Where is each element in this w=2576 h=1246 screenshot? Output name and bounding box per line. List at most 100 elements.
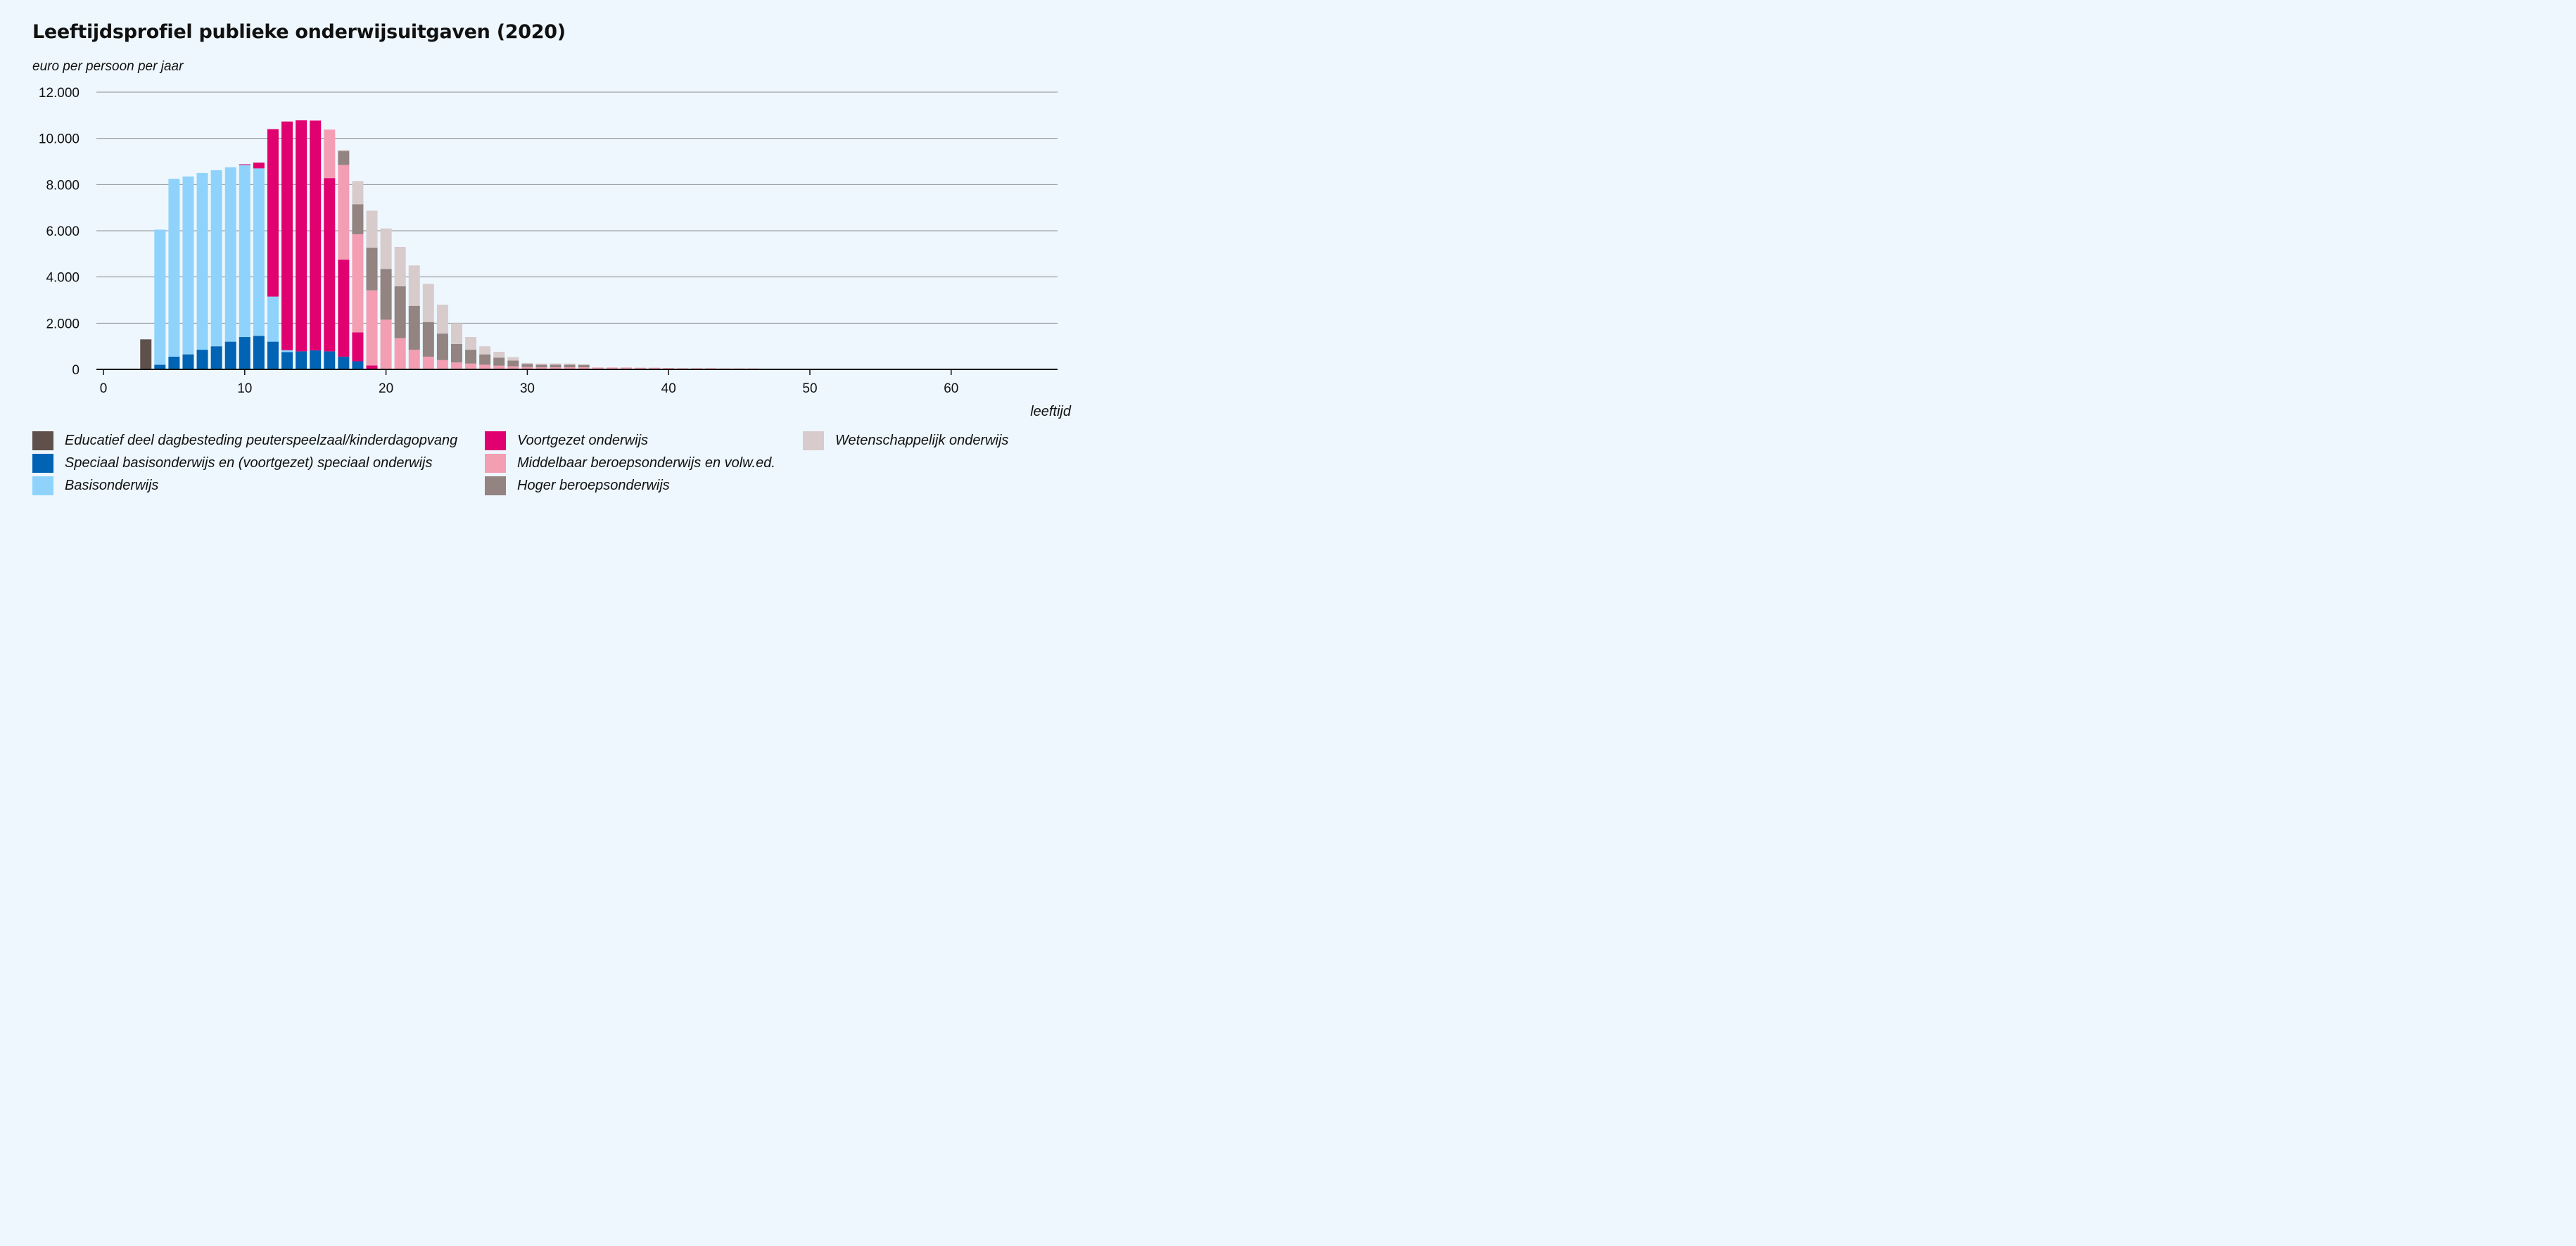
bar-segment [408,305,420,350]
bar-segment [550,367,561,369]
bar-segment [436,360,448,369]
bar-segment [338,165,350,260]
bar-segment [224,341,236,369]
legend-swatch [32,476,53,495]
x-axis-ticks: 0 10 20 30 40 50 60 [100,369,958,396]
bar-segment [422,284,434,322]
gridlines [96,91,1058,324]
bar-segment [394,286,406,338]
bar-segment [324,129,336,179]
bar-segment [310,350,322,369]
legend-label: Hoger beroepsonderwijs [517,477,670,493]
bar-segment [324,178,336,352]
x-tick-label: 20 [379,381,393,396]
bar-segment [366,365,378,369]
bar-segment [564,364,576,368]
legend-label: Voortgezet onderwijs [517,432,649,448]
bar-segment [578,367,590,369]
legend-item-peuterspeelzaal: Educatief deel dagbesteding peuterspeelz… [32,431,457,450]
bar-segment [394,338,406,369]
bar-segment [578,364,590,368]
bar-segment [422,322,434,357]
bar-segment [281,352,293,369]
legend: Educatief deel dagbesteding peuterspeelz… [0,431,1103,501]
bar-segment [479,364,491,369]
legend-label: Speciaal basisonderwijs en (voortgezet) … [65,454,433,471]
bar-segment [436,305,448,334]
bar-segment [140,339,152,369]
bar-segment [465,337,477,350]
bar-segment [394,246,406,286]
bar-segment [493,352,505,358]
y-tick-label: 10.000 [39,132,80,147]
bar-segment [196,350,208,369]
legend-item-hbo: Hoger beroepsonderwijs [485,476,670,495]
bar-segment [479,346,491,355]
y-tick-label: 8.000 [46,178,80,193]
bar-segment [210,170,222,347]
bar-segment [253,336,265,369]
bar-segment [521,362,533,364]
bar-segment [366,210,378,248]
bar-segment [338,356,350,369]
x-tick-label: 30 [520,381,535,396]
bar-segment [296,351,307,369]
legend-swatch [32,431,53,450]
legend-item-speciaal-onderwijs: Speciaal basisonderwijs en (voortgezet) … [32,453,433,473]
y-tick-label: 4.000 [46,271,80,286]
bar-segment [267,129,279,297]
bar-segment [606,367,618,369]
bars [140,120,801,369]
bar-segment [493,365,505,369]
bar-segment [507,366,519,369]
bar-segment [352,204,364,234]
bar-segment [352,234,364,333]
bar-segment [635,367,647,369]
bar-segment [649,367,661,369]
bar-segment [352,332,364,362]
x-axis-label: leeftijd [1030,404,1071,419]
bar-segment [493,357,505,366]
legend-swatch [803,431,824,450]
bar-segment [239,165,250,338]
bar-segment [352,181,364,205]
legend-label: Wetenschappelijk onderwijs [835,432,1009,448]
bar-segment [592,367,604,369]
legend-item-wo: Wetenschappelijk onderwijs [803,431,1008,450]
y-axis-unit-label: euro per persoon per jaar [32,59,184,74]
bar-segment [154,364,166,369]
bar-segment [521,364,533,367]
bar-segment [253,163,265,169]
bar-segment [239,164,250,165]
bar-segment [380,228,392,269]
y-axis-ticks: 0 2.000 4.000 6.000 8.000 10.000 12.000 [39,86,80,378]
bar-segment [521,367,533,369]
bar-segment [465,350,477,364]
bar-segment [550,363,561,365]
bar-segment [182,176,194,355]
bar-segment [507,360,519,367]
bar-segment [210,346,222,369]
legend-item-basisonderwijs: Basisonderwijs [32,476,158,495]
bar-segment [338,150,350,151]
bar-segment [451,362,462,369]
y-tick-label: 6.000 [46,224,80,239]
bar-segment [366,247,378,291]
bar-segment [267,296,279,342]
bar-segment [338,151,350,165]
bar-segment [196,172,208,350]
bar-segment [564,367,576,369]
bar-segment [564,363,576,365]
legend-item-mbo: Middelbaar beroepsonderwijs en volw.ed. [485,453,775,473]
bar-segment [479,354,491,365]
bar-segment [550,364,561,368]
legend-label: Educatief deel dagbesteding peuterspeelz… [65,432,458,448]
bar-segment [281,121,293,350]
bar-segment [338,260,350,357]
bar-segment [465,363,477,369]
legend-swatch [485,453,506,473]
bar-segment [380,269,392,320]
x-tick-label: 0 [100,381,108,396]
legend-swatch [32,453,53,473]
legend-label: Basisonderwijs [65,477,159,493]
